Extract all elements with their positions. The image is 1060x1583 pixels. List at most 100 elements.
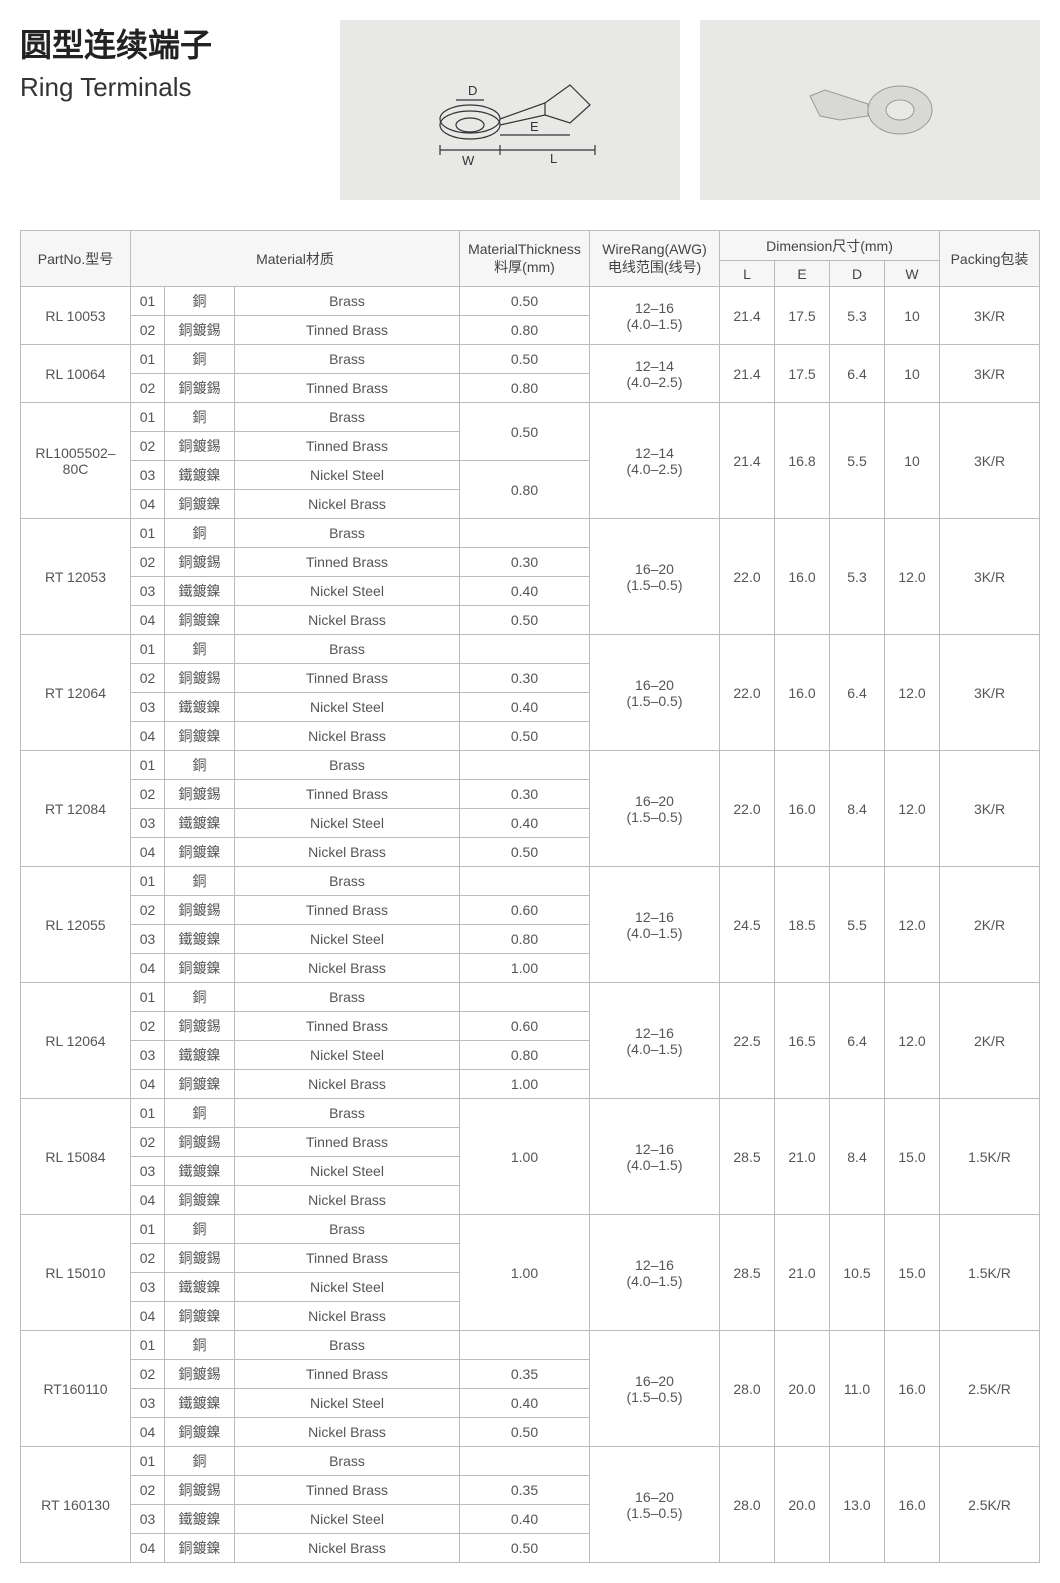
- table-row: RT 1206401銅Brass16–20(1.5–0.5)22.016.06.…: [21, 635, 1040, 664]
- label-W: W: [462, 153, 475, 168]
- th-dimension: Dimension尺寸(mm): [720, 231, 940, 261]
- cell-E: 21.0: [775, 1099, 830, 1215]
- cell-subindex: 04: [131, 490, 165, 519]
- cell-material-en: Brass: [235, 519, 460, 548]
- cell-D: 5.5: [830, 403, 885, 519]
- cell-subindex: 03: [131, 693, 165, 722]
- cell-material-cn: 銅鍍鎳: [165, 722, 235, 751]
- cell-wire: 12–16(4.0–1.5): [590, 1099, 720, 1215]
- cell-partno: RT 160130: [21, 1447, 131, 1563]
- table-row: RT 16013001銅Brass16–20(1.5–0.5)28.020.01…: [21, 1447, 1040, 1476]
- cell-material-en: Tinned Brass: [235, 780, 460, 809]
- cell-E: 16.0: [775, 635, 830, 751]
- cell-packing: 1.5K/R: [940, 1215, 1040, 1331]
- cell-partno: RT 12053: [21, 519, 131, 635]
- cell-thickness: 0.40: [460, 577, 590, 606]
- cell-subindex: 02: [131, 896, 165, 925]
- cell-partno: RL1005502–80C: [21, 403, 131, 519]
- cell-E: 21.0: [775, 1215, 830, 1331]
- cell-material-en: Brass: [235, 867, 460, 896]
- cell-subindex: 02: [131, 316, 165, 345]
- cell-material-cn: 銅鍍錫: [165, 780, 235, 809]
- cell-wire: 16–20(1.5–0.5): [590, 751, 720, 867]
- cell-wire: 12–16(4.0–1.5): [590, 867, 720, 983]
- cell-material-en: Brass: [235, 1215, 460, 1244]
- cell-partno: RL 10053: [21, 287, 131, 345]
- th-wire-l2: 电线范围(线号): [608, 259, 701, 275]
- cell-partno: RT160110: [21, 1331, 131, 1447]
- cell-wire: 12–14(4.0–2.5): [590, 403, 720, 519]
- cell-material-cn: 銅: [165, 345, 235, 374]
- cell-partno: RL 10064: [21, 345, 131, 403]
- cell-material-en: Nickel Steel: [235, 1389, 460, 1418]
- cell-D: 5.3: [830, 287, 885, 345]
- table-body: RL 1005301銅Brass0.5012–16(4.0–1.5)21.417…: [21, 287, 1040, 1563]
- cell-D: 6.4: [830, 345, 885, 403]
- table-row: RL1005502–80C01銅Brass0.5012–14(4.0–2.5)2…: [21, 403, 1040, 432]
- cell-material-en: Nickel Brass: [235, 1186, 460, 1215]
- cell-material-en: Brass: [235, 287, 460, 316]
- cell-subindex: 01: [131, 519, 165, 548]
- cell-material-cn: 銅鍍鎳: [165, 1418, 235, 1447]
- table-row: RL 1205501銅Brass12–16(4.0–1.5)24.518.55.…: [21, 867, 1040, 896]
- cell-subindex: 03: [131, 577, 165, 606]
- cell-thickness: 0.35: [460, 1476, 590, 1505]
- th-L: L: [720, 261, 775, 287]
- cell-packing: 1.5K/R: [940, 1099, 1040, 1215]
- cell-material-en: Tinned Brass: [235, 664, 460, 693]
- cell-material-en: Nickel Steel: [235, 1041, 460, 1070]
- header-row: 圆型连续端子 Ring Terminals D E L W: [20, 20, 1040, 200]
- cell-L: 24.5: [720, 867, 775, 983]
- cell-subindex: 03: [131, 1505, 165, 1534]
- cell-subindex: 01: [131, 983, 165, 1012]
- th-thickness-l1: MaterialThickness: [468, 241, 581, 257]
- cell-material-cn: 鐵鍍鎳: [165, 1157, 235, 1186]
- cell-material-cn: 銅: [165, 983, 235, 1012]
- cell-thickness: 0.50: [460, 1418, 590, 1447]
- cell-thickness: 0.80: [460, 461, 590, 519]
- cell-material-cn: 銅: [165, 1331, 235, 1360]
- cell-subindex: 01: [131, 287, 165, 316]
- cell-material-en: Nickel Steel: [235, 693, 460, 722]
- cell-W: 12.0: [885, 867, 940, 983]
- title-block: 圆型连续端子 Ring Terminals: [20, 20, 320, 103]
- label-L: L: [550, 151, 557, 166]
- cell-material-en: Nickel Brass: [235, 954, 460, 983]
- cell-wire: 16–20(1.5–0.5): [590, 1331, 720, 1447]
- cell-subindex: 03: [131, 1389, 165, 1418]
- cell-thickness: 0.40: [460, 693, 590, 722]
- cell-subindex: 04: [131, 1302, 165, 1331]
- cell-W: 15.0: [885, 1215, 940, 1331]
- cell-partno: RL 12055: [21, 867, 131, 983]
- cell-material-cn: 銅鍍錫: [165, 1360, 235, 1389]
- cell-packing: 2.5K/R: [940, 1447, 1040, 1563]
- cell-E: 20.0: [775, 1447, 830, 1563]
- product-photo: [700, 20, 1040, 200]
- cell-wire: 16–20(1.5–0.5): [590, 519, 720, 635]
- cell-L: 22.0: [720, 751, 775, 867]
- cell-W: 15.0: [885, 1099, 940, 1215]
- cell-material-en: Tinned Brass: [235, 1128, 460, 1157]
- cell-thickness: 0.50: [460, 606, 590, 635]
- cell-material-en: Brass: [235, 983, 460, 1012]
- cell-subindex: 01: [131, 867, 165, 896]
- cell-thickness: [460, 751, 590, 780]
- cell-D: 13.0: [830, 1447, 885, 1563]
- cell-E: 16.5: [775, 983, 830, 1099]
- cell-thickness: 0.40: [460, 1505, 590, 1534]
- cell-material-en: Brass: [235, 1447, 460, 1476]
- cell-thickness: 1.00: [460, 1070, 590, 1099]
- cell-material-cn: 銅鍍錫: [165, 1244, 235, 1273]
- cell-W: 12.0: [885, 519, 940, 635]
- th-thickness-l2: 料厚(mm): [494, 259, 555, 275]
- cell-L: 22.0: [720, 635, 775, 751]
- cell-wire: 12–16(4.0–1.5): [590, 983, 720, 1099]
- cell-material-cn: 銅鍍鎳: [165, 1534, 235, 1563]
- cell-partno: RT 12064: [21, 635, 131, 751]
- cell-L: 28.5: [720, 1099, 775, 1215]
- cell-E: 16.0: [775, 751, 830, 867]
- cell-material-en: Tinned Brass: [235, 1360, 460, 1389]
- cell-D: 6.4: [830, 635, 885, 751]
- cell-material-cn: 鐵鍍鎳: [165, 1273, 235, 1302]
- cell-wire: 16–20(1.5–0.5): [590, 635, 720, 751]
